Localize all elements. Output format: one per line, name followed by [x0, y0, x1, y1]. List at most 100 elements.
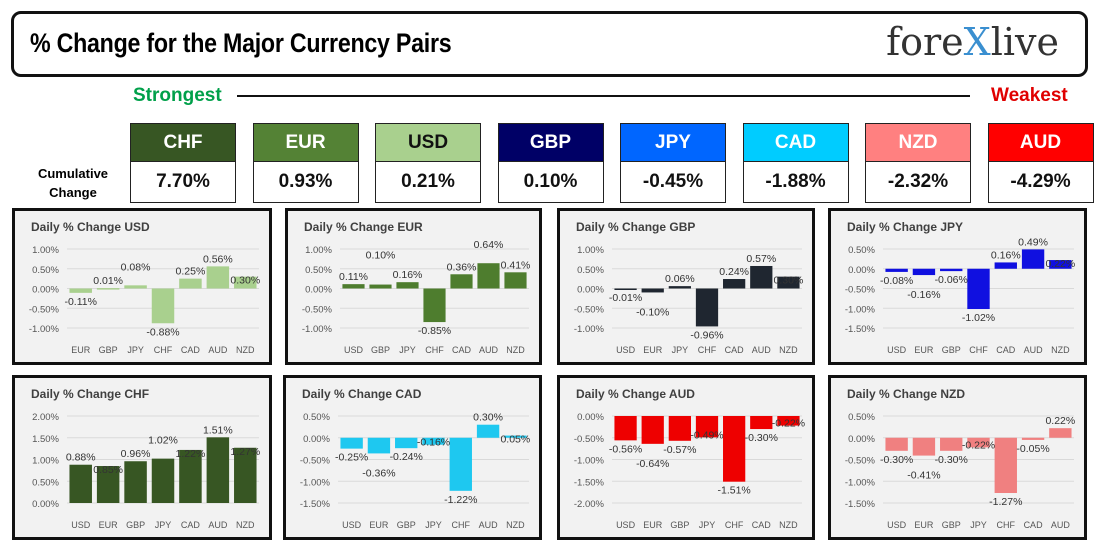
x-tick-label: USD: [887, 520, 907, 530]
x-tick-label: AUD: [752, 345, 772, 355]
data-label: 0.85%: [93, 464, 123, 476]
chart-daily-change-nzd: Daily % Change NZD 0.50% 0.00% -0.50% -1.00%…: [828, 375, 1087, 540]
chart-daily-change-jpy: Daily % Change JPY 0.50% 0.00% -0.50% -1.00%…: [828, 208, 1087, 365]
data-label: -0.25%: [335, 452, 368, 464]
data-label: 0.30%: [230, 275, 260, 287]
y-tick-label: -1.50%: [574, 477, 605, 488]
y-tick-label: 0.50%: [848, 412, 875, 423]
x-tick-label: CHF: [154, 345, 173, 355]
strength-scale-line: [237, 95, 970, 97]
x-tick-label: EUR: [914, 345, 934, 355]
bar-eur: [641, 416, 664, 444]
x-tick-label: AUD: [208, 345, 228, 355]
chart-daily-change-usd: Daily % Change USD 1.00% 0.50% 0.00% -0.50% -…: [12, 208, 272, 365]
y-tick-label: 1.00%: [577, 245, 604, 256]
weakest-label: Weakest: [991, 85, 1068, 106]
bar-aud: [477, 263, 500, 289]
y-tick-label: 0.50%: [303, 412, 330, 423]
data-label: -0.06%: [935, 274, 968, 286]
y-tick-label: 0.00%: [32, 499, 59, 510]
data-label: -1.27%: [989, 496, 1022, 508]
x-tick-label: EUR: [643, 345, 663, 355]
currency-cell-aud: AUD -4.29%: [987, 123, 1094, 203]
data-label: 0.25%: [176, 266, 206, 278]
chart-title: Daily % Change AUD: [576, 387, 695, 401]
bar-chf: [695, 288, 719, 327]
x-tick-label: GBP: [371, 345, 390, 355]
data-label: 0.16%: [991, 249, 1021, 261]
currency-code: EUR: [253, 124, 358, 162]
x-tick-label: CHF: [452, 520, 471, 530]
cumulative-value: 0.21%: [401, 171, 455, 192]
data-label: -0.56%: [609, 443, 642, 455]
data-label: 0.24%: [719, 266, 749, 278]
bar-gbp: [369, 284, 392, 289]
data-label: -0.10%: [636, 306, 669, 318]
data-label: -0.30%: [935, 454, 968, 466]
data-label: 0.30%: [774, 275, 804, 287]
data-label: 0.22%: [1045, 415, 1075, 427]
bar-usd: [614, 416, 637, 441]
x-tick-label: AUD: [479, 345, 499, 355]
y-tick-label: -1.00%: [574, 456, 605, 467]
x-tick-label: EUR: [71, 345, 91, 355]
data-label: 0.08%: [121, 261, 151, 273]
chart-daily-change-gbp: Daily % Change GBP 1.00% 0.50% 0.00% -0.50% -…: [557, 208, 815, 365]
y-tick-label: 0.00%: [303, 434, 330, 445]
cumulative-value: -0.45%: [642, 171, 704, 192]
x-tick-label: NZD: [506, 345, 525, 355]
data-label: -0.30%: [880, 454, 913, 466]
x-tick-label: NZD: [506, 520, 525, 530]
bar-chf: [967, 268, 990, 310]
bar-nzd: [1049, 260, 1072, 269]
bar-usd: [342, 284, 365, 289]
bar-eur: [96, 466, 120, 503]
chart-daily-change-eur: Daily % Change EUR 1.00% 0.50% 0.00% -0.50% -…: [285, 208, 542, 365]
y-tick-label: -1.50%: [300, 499, 331, 510]
y-tick-label: 1.00%: [32, 245, 59, 256]
x-tick-label: GBP: [126, 520, 145, 530]
x-tick-label: USD: [616, 345, 636, 355]
bar-eur: [69, 288, 92, 293]
bar-nzd: [777, 276, 800, 289]
x-tick-label: NZD: [1051, 345, 1070, 355]
chart-title: Daily % Change USD: [31, 220, 150, 234]
x-tick-label: EUR: [369, 520, 389, 530]
currency-code: JPY: [621, 124, 725, 162]
y-tick-label: 1.00%: [32, 456, 59, 467]
currency-code: CHF: [131, 124, 235, 162]
data-label: -0.64%: [636, 458, 669, 470]
bar-aud: [1021, 249, 1045, 269]
x-tick-label: USD: [344, 345, 364, 355]
data-label: -0.11%: [64, 296, 97, 308]
strongest-label: Strongest: [133, 85, 222, 106]
bar-gbp: [124, 461, 147, 503]
y-tick-label: -0.50%: [845, 285, 876, 296]
data-label: 0.16%: [393, 269, 423, 281]
data-label: -0.30%: [745, 432, 778, 444]
y-tick-label: 0.50%: [32, 265, 59, 276]
currency-code: USD: [376, 124, 480, 162]
data-label: -0.41%: [907, 470, 940, 482]
x-tick-label: EUR: [99, 520, 119, 530]
cumulative-value: -1.88%: [765, 171, 826, 192]
y-tick-label: 0.00%: [577, 285, 604, 296]
bar-usd: [885, 268, 908, 272]
x-tick-label: AUD: [1024, 345, 1044, 355]
y-tick-label: -0.50%: [574, 304, 605, 315]
bar-cad: [179, 278, 202, 289]
x-tick-label: CHF: [425, 345, 444, 355]
data-label: -0.16%: [907, 289, 940, 301]
bar-cad: [1021, 437, 1045, 440]
currency-code: AUD: [988, 124, 1093, 162]
x-tick-label: AUD: [1051, 520, 1071, 530]
x-tick-label: CAD: [452, 345, 472, 355]
chart-daily-change-aud: Daily % Change AUD 0.00% -0.50% -1.00% -1.50…: [557, 375, 815, 540]
x-tick-label: GBP: [670, 520, 689, 530]
data-label: -0.96%: [690, 329, 723, 341]
page-title: % Change for the Major Currency Pairs: [30, 28, 452, 58]
y-tick-label: 0.00%: [305, 285, 332, 296]
bar-jpy: [124, 285, 147, 289]
data-label: 0.41%: [501, 259, 531, 271]
bar-eur: [912, 437, 936, 456]
